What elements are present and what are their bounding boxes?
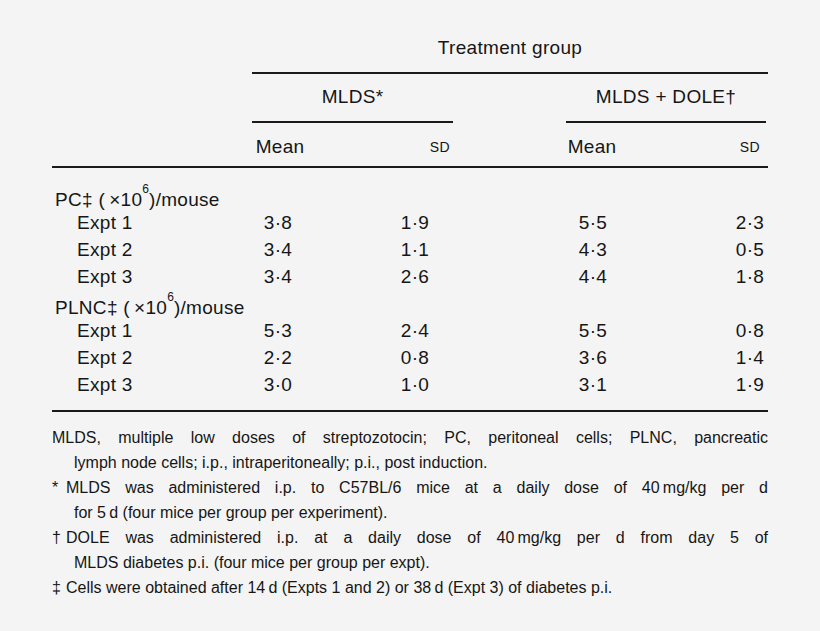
cell-mean-mlds: 3·4 <box>264 236 292 263</box>
paper-table-page: Treatment group MLDS* MLDS + DOLE† Mean … <box>0 0 820 631</box>
table-body: PC‡ ( ×106)/mouse Expt 1 3·8 1·9 5·5 2·3… <box>52 182 768 398</box>
cell-sd-mlds: 0·8 <box>401 344 429 371</box>
table-row: Expt 3 3·4 2·6 4·4 1·8 <box>52 263 768 290</box>
col-header-sd-mlds: SD <box>430 135 451 159</box>
cell-sd-mlds-dole: 0·8 <box>736 317 764 344</box>
col-header-mean-mlds-dole: Mean <box>568 135 617 159</box>
row-label: Expt 2 <box>77 236 133 263</box>
cell-sd-mlds: 2·4 <box>401 317 429 344</box>
row-label: Expt 2 <box>77 344 133 371</box>
col-header-mean-mlds: Mean <box>256 135 305 159</box>
section-row-plnc: PLNC‡ ( ×106)/mouse <box>52 290 768 317</box>
cell-mean-mlds-dole: 3·6 <box>579 344 607 371</box>
cell-mean-mlds: 3·0 <box>264 371 292 398</box>
cell-sd-mlds: 1·1 <box>401 236 429 263</box>
cell-sd-mlds-dole: 1·9 <box>736 371 764 398</box>
footnote-line: for 5 d (four mice per group per experim… <box>52 500 768 525</box>
cell-mean-mlds-dole: 4·4 <box>579 263 607 290</box>
cell-sd-mlds-dole: 1·8 <box>736 263 764 290</box>
footnote-text: for 5 d (four mice per group per experim… <box>74 504 388 521</box>
spanner-rule <box>252 72 768 74</box>
cell-sd-mlds-dole: 1·4 <box>736 344 764 371</box>
group-rule-mlds <box>252 121 453 123</box>
row-label: Expt 3 <box>77 371 133 398</box>
footnote-text: MLDS diabetes p.i. (four mice per group … <box>74 554 430 571</box>
cell-sd-mlds: 1·9 <box>401 209 429 236</box>
section-row-pc: PC‡ ( ×106)/mouse <box>52 182 768 209</box>
footnote-line: *MLDS was administered i.p. to C57BL/6 m… <box>52 475 768 500</box>
col-header-sd-mlds-dole: SD <box>740 135 761 159</box>
section-label-tail: )/mouse <box>174 297 245 318</box>
cell-mean-mlds: 3·4 <box>264 263 292 290</box>
section-label-text: PC‡ ( ×10 <box>55 189 142 210</box>
footnote-line: MLDS, multiple low doses of streptozotoc… <box>52 425 768 450</box>
cell-mean-mlds-dole: 3·1 <box>579 371 607 398</box>
section-label-text: PLNC‡ ( ×10 <box>55 297 167 318</box>
footnote-marker-double-dagger: ‡ <box>52 575 66 600</box>
table-top-rule <box>52 166 768 168</box>
footnote-line: MLDS diabetes p.i. (four mice per group … <box>52 550 768 575</box>
table-bottom-rule <box>52 410 768 412</box>
footnote-marker-asterisk: * <box>52 475 66 500</box>
cell-mean-mlds: 5·3 <box>264 317 292 344</box>
cell-mean-mlds-dole: 5·5 <box>579 209 607 236</box>
cell-sd-mlds-dole: 2·3 <box>736 209 764 236</box>
cell-sd-mlds-dole: 0·5 <box>736 236 764 263</box>
cell-mean-mlds-dole: 5·5 <box>579 317 607 344</box>
superscript: 6 <box>142 182 149 196</box>
footnote-text: Cells were obtained after 14 d (Expts 1 … <box>66 579 612 596</box>
footnote-line: lymph node cells; i.p., intraperitoneall… <box>52 450 768 475</box>
cell-mean-mlds-dole: 4·3 <box>579 236 607 263</box>
section-label-tail: )/mouse <box>149 189 220 210</box>
group-rule-mlds-dole <box>566 121 766 123</box>
table-row: Expt 2 3·4 1·1 4·3 0·5 <box>52 236 768 263</box>
footnote-line: ‡Cells were obtained after 14 d (Expts 1… <box>52 575 768 600</box>
cell-mean-mlds: 2·2 <box>264 344 292 371</box>
cell-mean-mlds: 3·8 <box>264 209 292 236</box>
table-row: Expt 1 3·8 1·9 5·5 2·3 <box>52 209 768 236</box>
footnote-text: lymph node cells; i.p., intraperitoneall… <box>74 454 488 471</box>
group-header-mlds: MLDS* <box>252 85 453 109</box>
footnote-line: †DOLE was administered i.p. at a daily d… <box>52 525 768 550</box>
footnote-text: MLDS was administered i.p. to C57BL/6 mi… <box>66 479 768 496</box>
footnote-marker-dagger: † <box>52 525 66 550</box>
cell-sd-mlds: 2·6 <box>401 263 429 290</box>
superscript: 6 <box>167 290 174 304</box>
table-row: Expt 3 3·0 1·0 3·1 1·9 <box>52 371 768 398</box>
cell-sd-mlds: 1·0 <box>401 371 429 398</box>
spanner-title: Treatment group <box>252 36 768 60</box>
footnote-text: MLDS, multiple low doses of streptozotoc… <box>52 429 768 446</box>
footnote-block: MLDS, multiple low doses of streptozotoc… <box>52 425 768 600</box>
row-label: Expt 3 <box>77 263 133 290</box>
table-row: Expt 2 2·2 0·8 3·6 1·4 <box>52 344 768 371</box>
row-label: Expt 1 <box>77 317 133 344</box>
footnote-text: DOLE was administered i.p. at a daily do… <box>66 529 768 546</box>
group-header-mlds-dole: MLDS + DOLE† <box>566 85 766 109</box>
table-row: Expt 1 5·3 2·4 5·5 0·8 <box>52 317 768 344</box>
row-label: Expt 1 <box>77 209 133 236</box>
